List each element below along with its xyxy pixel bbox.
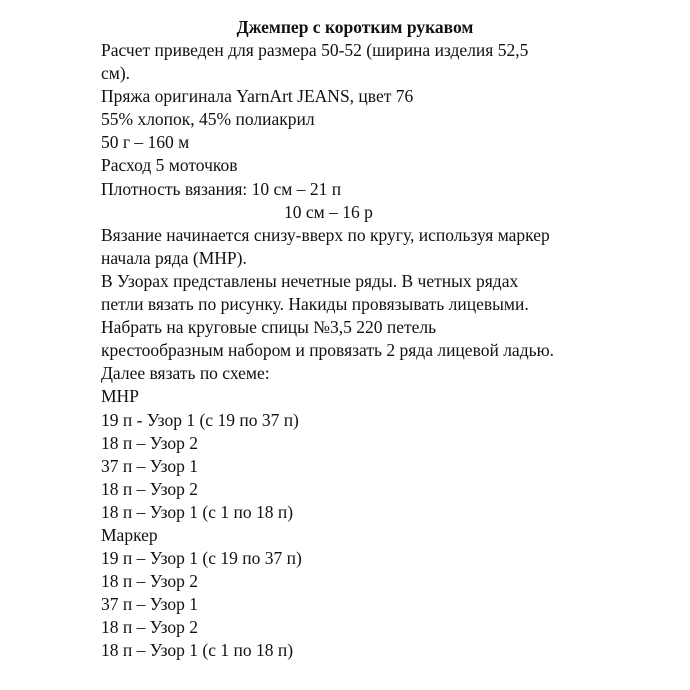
text-line: Расход 5 моточков	[101, 155, 238, 176]
text-line: 18 п – Узор 2	[101, 571, 199, 592]
text-line: 37 п – Узор 1	[101, 594, 199, 615]
text-line: В Узорах представлены нечетные ряды. В ч…	[101, 270, 519, 291]
text-line: 18 п – Узор 2	[101, 617, 199, 638]
text-line: крестообразным набором и провязать 2 ряд…	[101, 340, 555, 361]
text-line: 19 п – Узор 1 (с 19 по 37 п)	[101, 548, 302, 569]
text-line: Далее вязать по схеме:	[101, 363, 270, 384]
text-line: 18 п – Узор 1 (с 1 по 18 п)	[101, 640, 294, 661]
document-body: Расчет приведен для размера 50-52 (ширин…	[101, 39, 661, 663]
document: Джемпер с коротким рукавом Расчет привед…	[101, 16, 661, 663]
text-line: начала ряда (МНР).	[101, 247, 247, 268]
text-line: Пряжа оригинала YarnArt JEANS, цвет 76	[101, 86, 414, 107]
text-line: 10 см – 16 р	[284, 201, 373, 222]
text-line: 55% хлопок, 45% полиакрил	[101, 109, 315, 130]
document-title: Джемпер с коротким рукавом	[236, 17, 474, 37]
text-line: 18 п – Узор 1 (с 1 по 18 п)	[101, 501, 294, 522]
text-line: 18 п – Узор 2	[101, 432, 199, 453]
text-line: 37 п – Узор 1	[101, 455, 199, 476]
text-line: Набрать на круговые спицы №3,5 220 петел…	[101, 317, 437, 338]
text-line: Вязание начинается снизу-вверх по кругу,…	[101, 224, 550, 245]
text-line: 19 п - Узор 1 (с 19 по 37 п)	[101, 409, 299, 430]
text-line: МНР	[101, 386, 139, 407]
text-line: Маркер	[101, 524, 158, 545]
text-line: 50 г – 160 м	[101, 132, 190, 153]
text-line: петли вязать по рисунку. Накиды провязыв…	[101, 294, 529, 315]
text-line: 18 п – Узор 2	[101, 478, 199, 499]
text-line: Плотность вязания: 10 см – 21 п	[101, 178, 342, 199]
text-line: см).	[101, 63, 131, 84]
text-line: Расчет приведен для размера 50-52 (ширин…	[101, 40, 529, 60]
